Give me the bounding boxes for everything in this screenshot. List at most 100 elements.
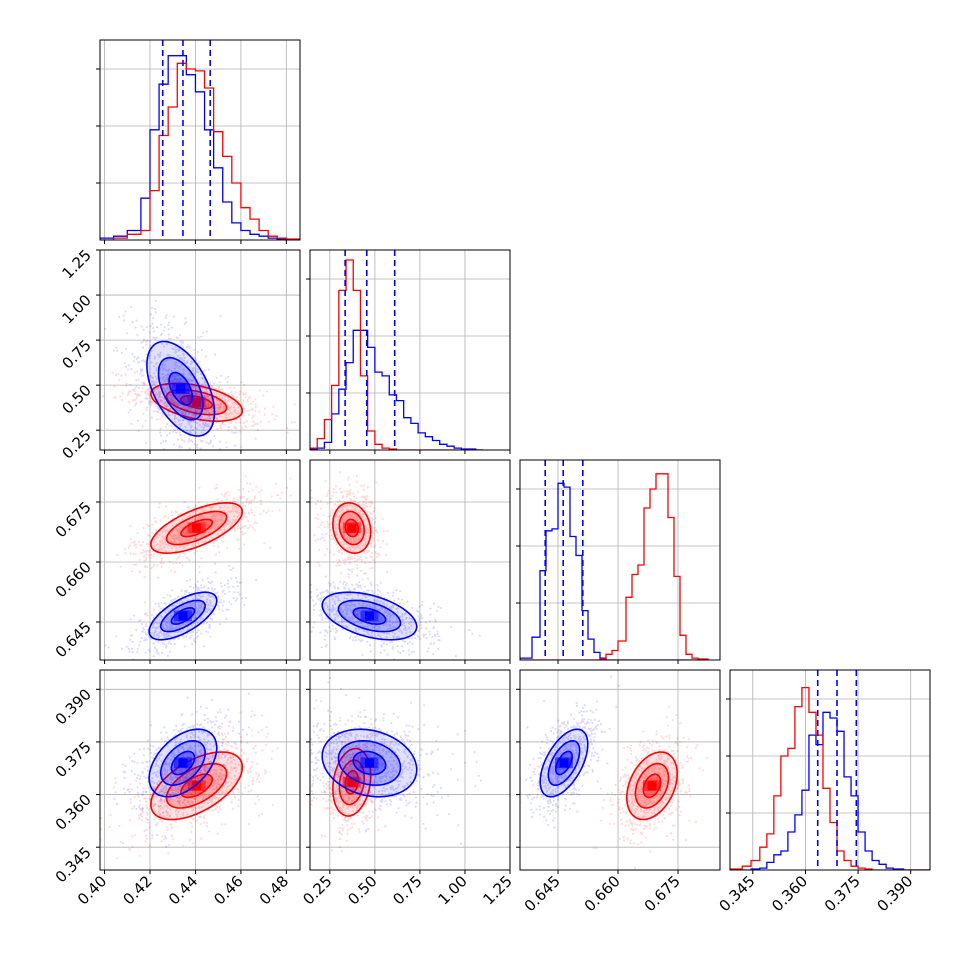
density-peak-core-red bbox=[347, 523, 357, 533]
y-tick-label: 0.25 bbox=[58, 426, 94, 462]
panel-background bbox=[310, 460, 510, 660]
panel-frame bbox=[309, 459, 511, 661]
contour-red-1 bbox=[165, 510, 228, 546]
x-tick-label: 0.390 bbox=[873, 872, 916, 915]
histogram-series-red bbox=[520, 473, 709, 660]
histogram-series-blue bbox=[310, 329, 483, 450]
panel-1-0 bbox=[96, 249, 301, 454]
x-tick-label: 0.345 bbox=[716, 872, 759, 915]
contour-red-2 bbox=[150, 382, 244, 423]
histogram-series-red bbox=[100, 62, 300, 240]
y-tick-label: 0.360 bbox=[52, 791, 95, 834]
panel-background bbox=[100, 460, 300, 660]
contour-blue-2 bbox=[321, 591, 418, 641]
contour-red-1 bbox=[165, 762, 228, 809]
contour-red-0 bbox=[642, 773, 662, 799]
contour-blue-1 bbox=[337, 599, 402, 633]
panel-0-0 bbox=[96, 39, 301, 244]
contour-red-1 bbox=[338, 510, 365, 546]
panel-3-1 bbox=[306, 669, 511, 874]
panel-frame bbox=[99, 669, 301, 871]
y-tick-label: 0.375 bbox=[52, 738, 95, 781]
contour-blue-1 bbox=[159, 739, 207, 787]
panel-background bbox=[310, 250, 510, 450]
contour-blue-0 bbox=[170, 606, 196, 626]
y-tick-label: 0.675 bbox=[52, 498, 95, 541]
x-tick-label: 0.48 bbox=[256, 872, 292, 908]
contour-red-0 bbox=[344, 518, 360, 538]
density-peak-core-red bbox=[347, 777, 357, 787]
panel-1-1 bbox=[306, 249, 511, 454]
contour-red-2 bbox=[332, 747, 372, 817]
density-peak-core-blue bbox=[176, 384, 186, 394]
density-peak-core-red bbox=[192, 397, 202, 407]
contour-red-1 bbox=[338, 759, 365, 806]
contour-red-0 bbox=[344, 769, 360, 795]
histogram-series-blue bbox=[520, 482, 708, 660]
contour-blue-1 bbox=[337, 739, 402, 787]
density-peak-core-red bbox=[647, 781, 657, 791]
panel-2-2 bbox=[516, 459, 721, 664]
x-tick-label: 0.44 bbox=[165, 872, 201, 908]
histogram-series-red bbox=[310, 259, 483, 450]
x-tick-label: 0.42 bbox=[119, 872, 155, 908]
x-tick-label: 0.360 bbox=[768, 872, 811, 915]
contour-red-1 bbox=[634, 762, 670, 809]
x-tick-label: 0.645 bbox=[521, 872, 564, 915]
contour-blue-1 bbox=[157, 356, 204, 421]
panel-frame bbox=[309, 249, 511, 451]
histogram-2 bbox=[520, 460, 709, 660]
panel-2-1 bbox=[306, 459, 511, 664]
histogram-0 bbox=[100, 40, 300, 240]
contour-blue-0 bbox=[554, 750, 574, 776]
x-tick-label: 0.375 bbox=[821, 872, 864, 915]
contour-blue-2 bbox=[146, 340, 216, 437]
contour-blue-0 bbox=[168, 371, 194, 406]
y-tick-label: 1.25 bbox=[58, 246, 94, 282]
joint-density-3-2 bbox=[520, 675, 709, 869]
density-peak-core-red bbox=[192, 523, 202, 533]
panel-background bbox=[520, 460, 720, 660]
contour-blue-1 bbox=[547, 739, 581, 787]
contour-blue-2 bbox=[148, 728, 218, 798]
x-tick-label: 0.25 bbox=[299, 872, 335, 908]
histogram-3 bbox=[730, 670, 930, 870]
panel-background bbox=[730, 670, 930, 870]
panel-3-3 bbox=[726, 669, 931, 874]
panel-frame bbox=[519, 669, 721, 871]
contour-red-0 bbox=[180, 773, 214, 799]
x-tick-label: 0.46 bbox=[210, 872, 246, 908]
x-tick-label: 1.25 bbox=[479, 872, 515, 908]
contour-blue-1 bbox=[159, 599, 207, 633]
panel-3-2 bbox=[516, 669, 721, 874]
x-tick-label: 0.675 bbox=[641, 872, 684, 915]
histogram-series-red bbox=[730, 686, 930, 870]
density-peak-core-blue bbox=[178, 611, 188, 621]
panel-frame bbox=[99, 459, 301, 661]
joint-density-1-0 bbox=[101, 299, 296, 450]
density-peak-core-blue bbox=[364, 758, 374, 768]
x-tick-label: 0.40 bbox=[74, 872, 110, 908]
joint-density-3-0 bbox=[100, 692, 279, 860]
y-tick-label: 0.75 bbox=[58, 336, 94, 372]
panel-frame bbox=[519, 459, 721, 661]
joint-density-2-0 bbox=[100, 475, 292, 660]
contour-red-2 bbox=[625, 751, 679, 821]
y-tick-label: 0.645 bbox=[52, 618, 95, 661]
joint-density-2-1 bbox=[310, 471, 481, 660]
panel-background bbox=[100, 670, 300, 870]
contour-red-0 bbox=[180, 395, 214, 410]
density-peak-core-blue bbox=[364, 611, 374, 621]
y-tick-label: 0.345 bbox=[52, 843, 95, 886]
histogram-series-blue bbox=[100, 55, 300, 240]
contour-red-2 bbox=[150, 751, 244, 821]
contour-blue-0 bbox=[352, 606, 387, 626]
x-tick-label: 0.660 bbox=[581, 872, 624, 915]
x-tick-label: 0.75 bbox=[389, 872, 425, 908]
contour-blue-0 bbox=[170, 750, 196, 776]
panel-3-0 bbox=[96, 669, 301, 874]
panel-frame bbox=[309, 669, 511, 871]
contour-blue-2 bbox=[539, 728, 589, 798]
joint-density-3-1 bbox=[310, 676, 482, 853]
